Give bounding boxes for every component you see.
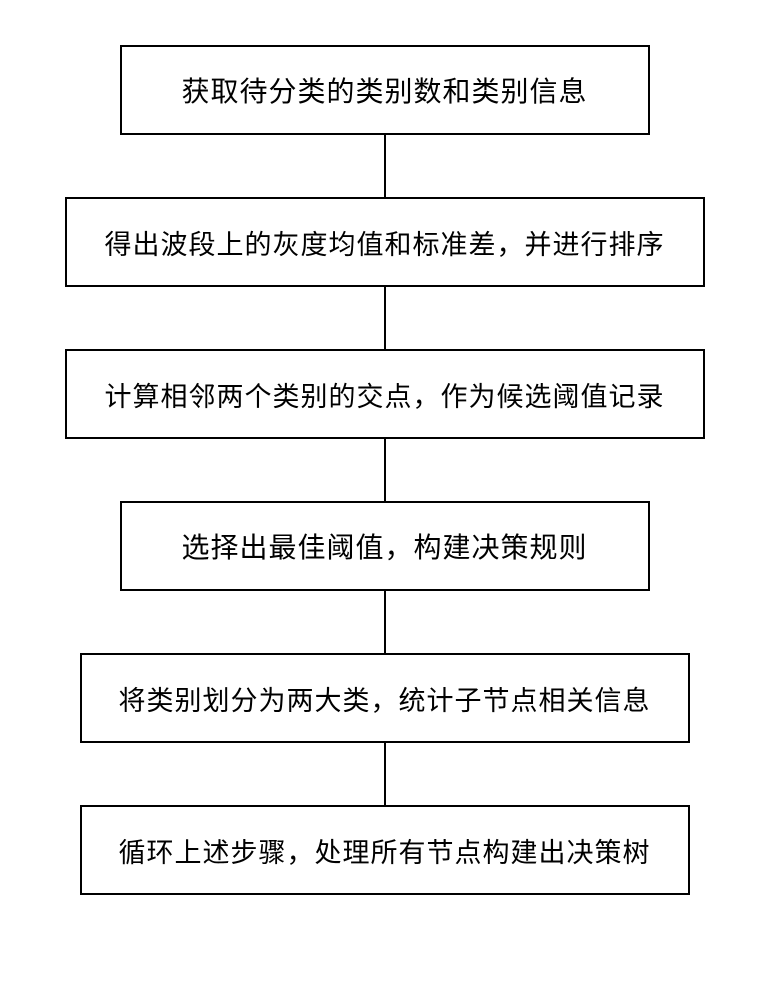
connector-5 — [384, 743, 386, 805]
flowchart-step-6: 循环上述步骤，处理所有节点构建出决策树 — [80, 805, 690, 895]
flowchart-step-4: 选择出最佳阈值，构建决策规则 — [120, 501, 650, 591]
step-text: 选择出最佳阈值，构建决策规则 — [181, 526, 587, 566]
flowchart-step-5: 将类别划分为两大类，统计子节点相关信息 — [80, 653, 690, 743]
flowchart-step-3: 计算相邻两个类别的交点，作为候选阈值记录 — [65, 349, 705, 439]
step-text: 得出波段上的灰度均值和标准差，并进行排序 — [105, 223, 665, 262]
connector-4 — [384, 591, 386, 653]
step-text: 获取待分类的类别数和类别信息 — [181, 70, 587, 110]
flowchart-container: 获取待分类的类别数和类别信息 得出波段上的灰度均值和标准差，并进行排序 计算相邻… — [65, 45, 705, 895]
step-text: 计算相邻两个类别的交点，作为候选阈值记录 — [105, 375, 665, 414]
step-text: 循环上述步骤，处理所有节点构建出决策树 — [119, 831, 651, 870]
connector-1 — [384, 135, 386, 197]
connector-2 — [384, 287, 386, 349]
flowchart-step-2: 得出波段上的灰度均值和标准差，并进行排序 — [65, 197, 705, 287]
connector-3 — [384, 439, 386, 501]
step-text: 将类别划分为两大类，统计子节点相关信息 — [119, 679, 651, 718]
flowchart-step-1: 获取待分类的类别数和类别信息 — [120, 45, 650, 135]
